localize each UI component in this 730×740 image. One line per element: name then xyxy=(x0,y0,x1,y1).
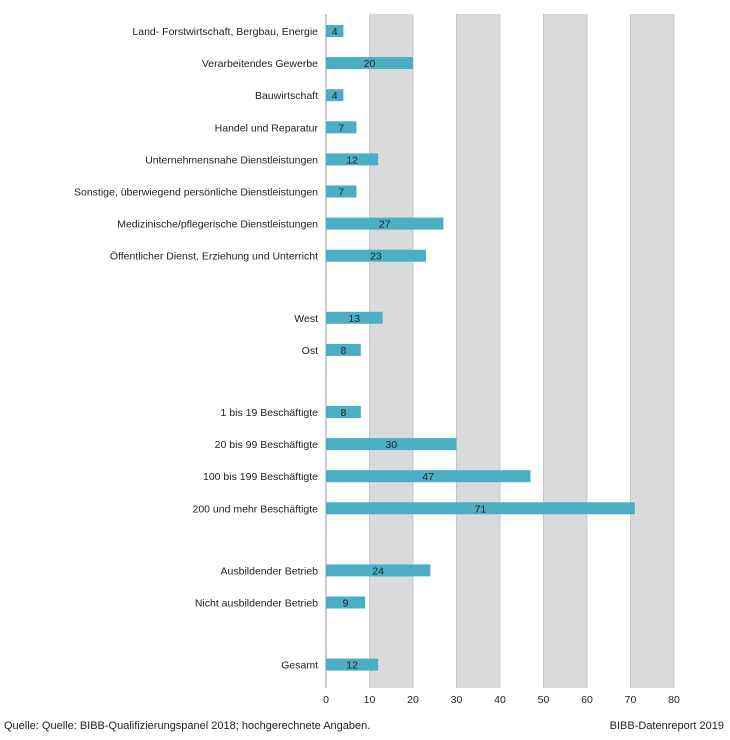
data-label: 24 xyxy=(372,565,384,577)
bar xyxy=(326,564,431,577)
bar xyxy=(326,438,457,451)
category-label: Ost xyxy=(302,345,318,357)
x-tick-label: 80 xyxy=(668,694,680,706)
bar xyxy=(326,153,379,166)
bar xyxy=(326,217,444,230)
x-tick-label: 40 xyxy=(494,694,506,706)
bar xyxy=(326,89,344,102)
category-label: Sonstige, überwiegend persönliche Dienst… xyxy=(74,187,318,199)
category-label: West xyxy=(294,313,318,325)
bar xyxy=(326,249,427,262)
report-credit: BIBB-Datenreport 2019 xyxy=(609,720,724,732)
data-label: 7 xyxy=(338,122,344,134)
bar xyxy=(326,470,531,483)
bar xyxy=(326,658,379,671)
category-label: Medizinische/pflegerische Dienstleistung… xyxy=(117,219,318,231)
bar xyxy=(326,343,361,356)
category-label: 100 bis 199 Beschäftigte xyxy=(203,471,318,483)
x-tick-label: 60 xyxy=(581,694,593,706)
x-tick-label: 30 xyxy=(451,694,463,706)
category-label: Ausbildender Betrieb xyxy=(221,565,319,577)
category-label: Land- Forstwirtschaft, Bergbau, Energie xyxy=(132,26,318,38)
data-label: 47 xyxy=(422,471,434,483)
data-label: 23 xyxy=(370,251,382,263)
source-note: Quelle: Quelle: BIBB-Qualifizierungspane… xyxy=(4,720,371,732)
data-label: 8 xyxy=(340,407,346,419)
bar xyxy=(326,25,344,37)
category-label: 1 bis 19 Beschäftigte xyxy=(221,407,319,419)
x-tick-label: 10 xyxy=(364,694,376,706)
bar xyxy=(326,121,357,134)
bar xyxy=(326,311,383,324)
data-label: 4 xyxy=(332,26,338,38)
category-label: Verarbeitendes Gewerbe xyxy=(202,58,318,70)
category-label: Gesamt xyxy=(281,660,318,672)
bar xyxy=(326,185,357,198)
background-band xyxy=(369,14,413,688)
category-label: 200 und mehr Beschäftigte xyxy=(193,503,319,515)
data-label: 9 xyxy=(343,598,349,610)
x-tick-label: 0 xyxy=(323,694,329,706)
category-label: Öffentlicher Dienst, Erziehung und Unter… xyxy=(110,251,318,263)
data-label: 12 xyxy=(346,154,358,166)
data-label: 27 xyxy=(379,219,391,231)
category-label: Nicht ausbildender Betrieb xyxy=(195,598,318,610)
data-label: 4 xyxy=(332,90,338,102)
background-band xyxy=(543,14,587,688)
category-label: Handel und Reparatur xyxy=(215,122,319,134)
data-label: 12 xyxy=(346,660,358,672)
data-label: 20 xyxy=(364,58,376,70)
bar xyxy=(326,406,361,418)
data-label: 7 xyxy=(338,187,344,199)
data-label: 13 xyxy=(348,313,360,325)
bar xyxy=(326,596,366,609)
bar xyxy=(326,502,635,515)
x-tick-label: 50 xyxy=(538,694,550,706)
category-label: Bauwirtschaft xyxy=(255,90,318,102)
data-label: 30 xyxy=(385,439,397,451)
bar-chart: Land- Forstwirtschaft, Bergbau, Energie 4… xyxy=(74,14,680,706)
x-tick-label: 20 xyxy=(407,694,419,706)
bar xyxy=(326,57,413,70)
background-band xyxy=(456,14,500,688)
x-tick-label: 70 xyxy=(625,694,637,706)
category-label: 20 bis 99 Beschäftigte xyxy=(215,439,318,451)
data-label: 8 xyxy=(340,345,346,357)
category-label: Unternehmensnahe Dienstleistungen xyxy=(145,154,318,166)
background-band xyxy=(630,14,674,688)
data-label: 71 xyxy=(475,503,487,515)
